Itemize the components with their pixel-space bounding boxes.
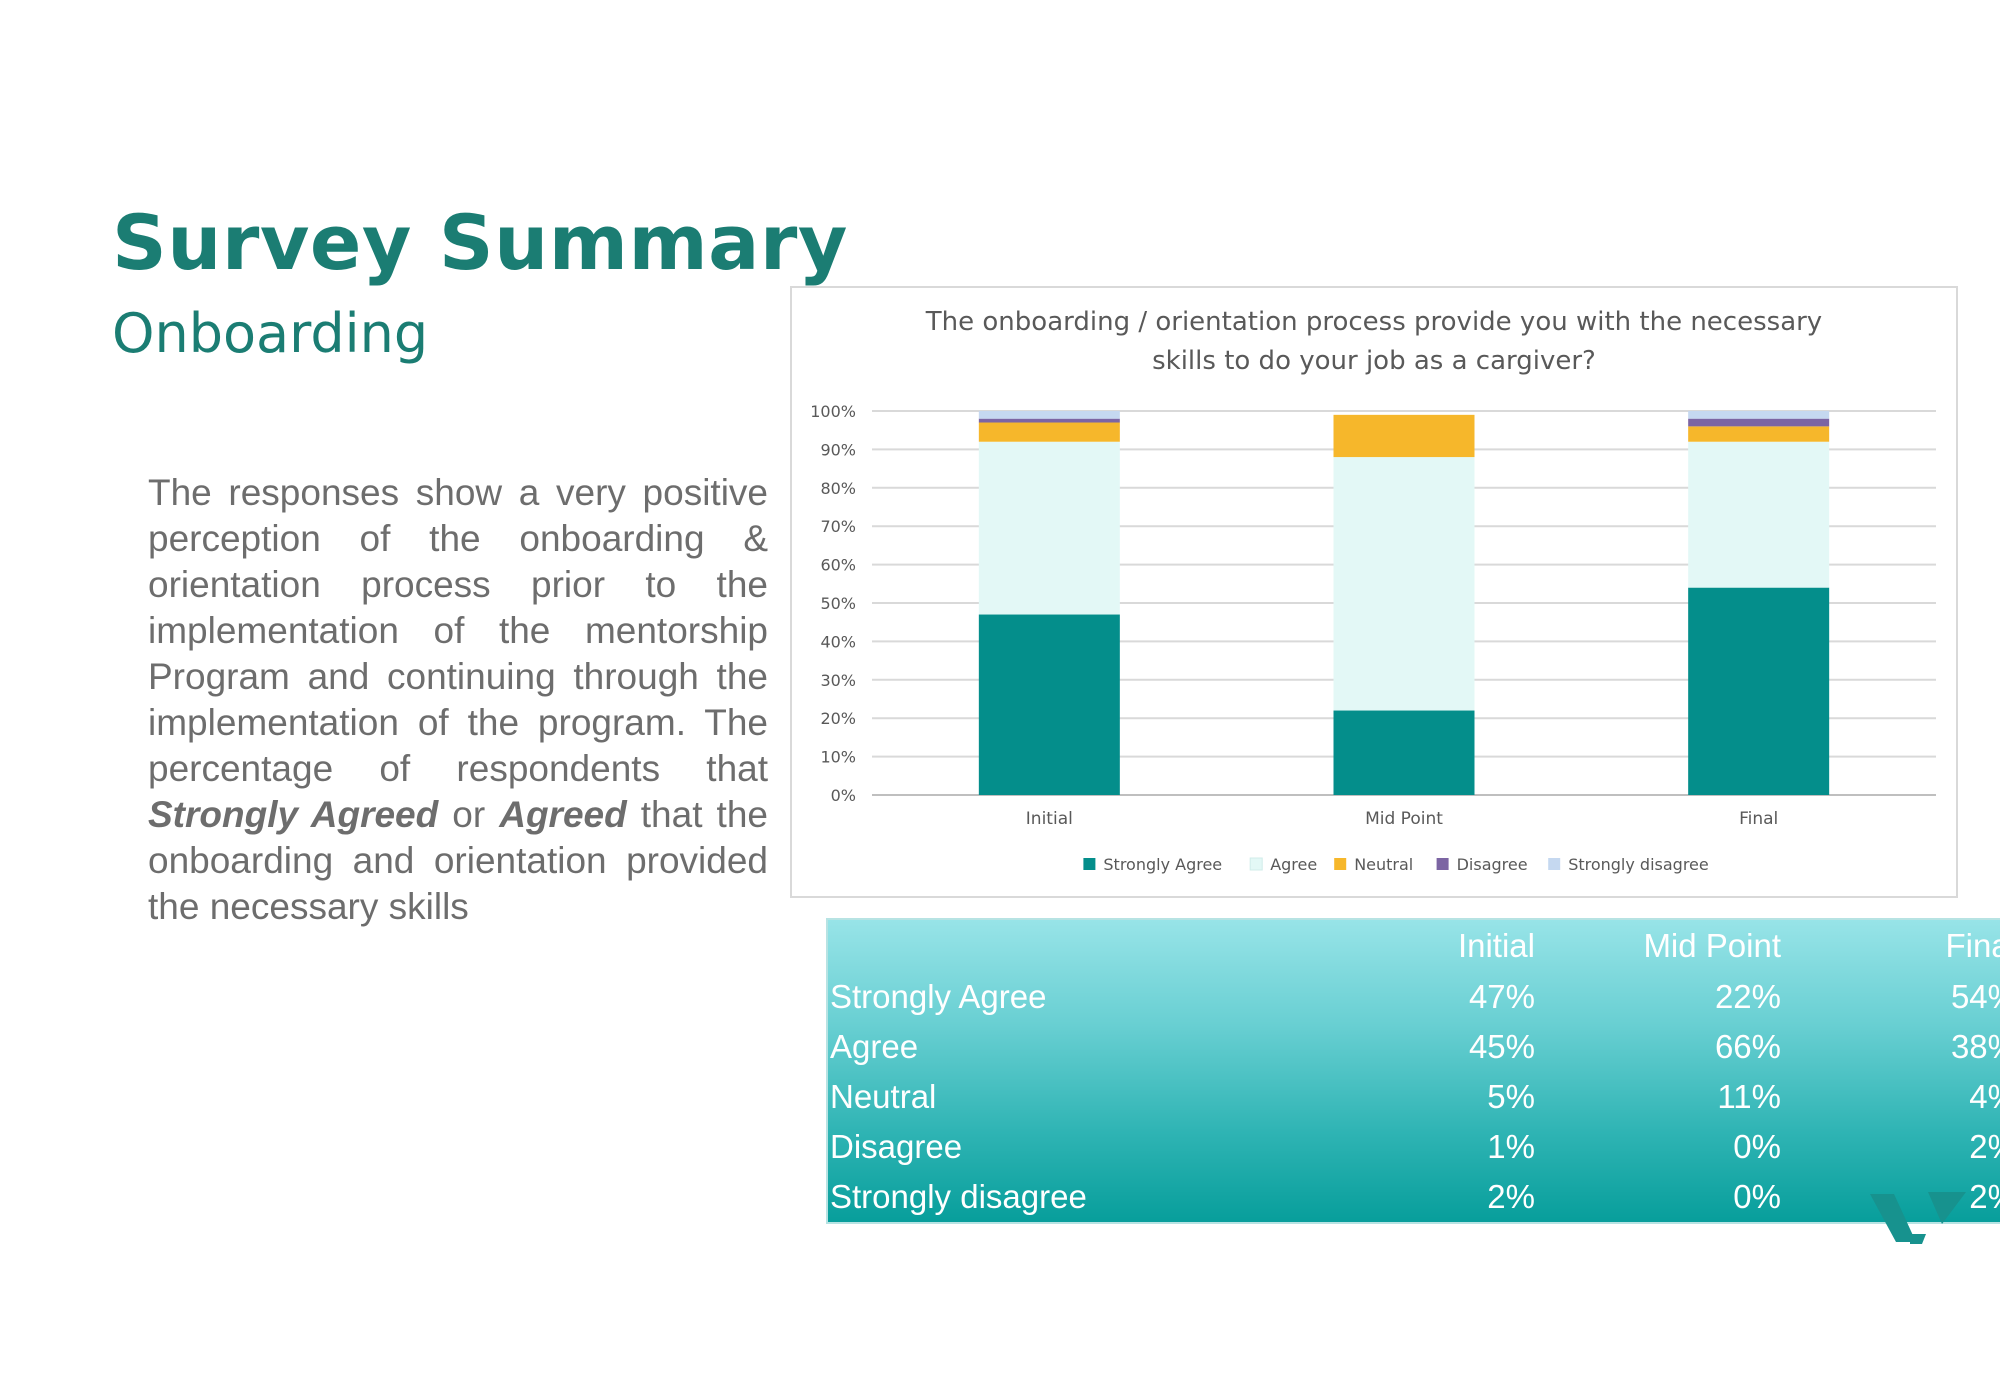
table-row: Strongly Agree 47% 22% 54% [827,972,2000,1022]
x-tick-label: Final [1739,809,1778,829]
table-cell: Strongly disagree [830,1178,1087,1215]
chart-container: The onboarding / orientation process pro… [790,286,1958,898]
brand-logo [1870,1192,1966,1244]
table-header-cell: Mid Point [1643,927,1781,964]
table-row: Neutral 5% 11% 4% [827,1072,2000,1122]
bar-segment [1688,418,1830,427]
bar-segment [978,418,1120,423]
summary-text-1: The responses show a very positive perce… [148,472,768,789]
bar-segment [1688,587,1830,795]
table-cell: 11% [1717,1078,1781,1115]
y-tick-label: 30% [820,671,856,690]
table-cell: 2% [1487,1178,1535,1215]
table-cell: 1% [1487,1128,1535,1165]
table-header-row: Initial Mid Point Final [827,919,2000,972]
table-header-cell [827,919,1293,972]
table-cell: 5% [1487,1078,1535,1115]
bar-segment [1333,457,1475,711]
summary-paragraph: The responses show a very positive perce… [148,470,768,930]
table-cell: 45% [1468,1028,1535,1065]
table-cell: 0% [1733,1178,1781,1215]
bar-segment [1333,710,1475,795]
legend-label: Disagree [1457,855,1528,874]
y-tick-label: 20% [820,709,856,728]
table-cell: Agree [830,1028,919,1065]
legend-swatch [1249,857,1263,871]
table-cell: Strongly Agree [830,978,1047,1015]
bar-segment [978,441,1120,615]
table-cell: 54% [1950,978,2000,1015]
table-row: Disagree 1% 0% 2% [827,1122,2000,1172]
legend-label: Strongly Agree [1103,855,1222,874]
summary-text-2: or [438,794,500,835]
table-header-cell: Final [1945,927,2000,964]
chart-title-line-2: skills to do your job as a cargiver? [1152,346,1596,376]
legend-swatch [1083,858,1096,870]
y-tick-label: 80% [820,479,856,498]
bar-segment [1688,426,1830,442]
y-tick-label: 60% [820,556,856,575]
chart-title-line-1: The onboarding / orientation process pro… [925,307,1822,337]
table-cell: Disagree [830,1128,963,1165]
table-row: Agree 45% 66% 38% [827,1022,2000,1072]
data-table: Initial Mid Point Final Strongly Agree 4… [826,918,2000,1224]
bar-segment [978,614,1120,795]
y-tick-label: 10% [820,748,856,767]
table-cell: 0% [1733,1128,1781,1165]
table-cell: 2% [1969,1128,2000,1165]
y-tick-label: 100% [810,402,856,421]
y-tick-label: 50% [820,594,856,613]
table-row: Strongly disagree 2% 0% 2% [827,1172,2000,1223]
y-tick-label: 40% [820,632,856,651]
legend-swatch [1548,858,1561,870]
x-tick-label: Mid Point [1365,809,1443,829]
legend-label: Neutral [1354,855,1413,874]
legend-swatch [1436,858,1449,870]
y-tick-label: 0% [831,786,856,805]
stacked-bar-chart: The onboarding / orientation process pro… [810,307,1936,874]
table-cell: 47% [1468,978,1535,1015]
slide-title: Survey Summary [112,198,848,287]
emphasis-agreed: Agreed [499,794,627,835]
bar-segment [1688,441,1830,588]
y-tick-label: 90% [820,440,856,459]
table-cell: 4% [1969,1078,2000,1115]
table-cell: 66% [1714,1028,1781,1065]
legend-swatch [1334,858,1347,870]
slide-subtitle: Onboarding [112,302,429,365]
table-cell: Neutral [830,1078,937,1115]
legend-label: Agree [1270,855,1317,874]
bar-segment [1688,411,1830,419]
y-tick-label: 70% [820,517,856,536]
table-cell: 2% [1969,1178,2000,1215]
bar-segment [1333,414,1475,458]
table-header-cell: Initial [1457,927,1535,964]
bar-segment [978,422,1120,442]
table-cell: 38% [1950,1028,2000,1065]
x-tick-label: Initial [1026,809,1073,829]
emphasis-strongly-agreed: Strongly Agreed [148,794,439,835]
summary-text-3: that the onboarding and orientation prov… [148,794,768,927]
bar-segment [978,411,1120,419]
table-cell: 22% [1714,978,1781,1015]
legend-label: Strongly disagree [1568,855,1709,874]
